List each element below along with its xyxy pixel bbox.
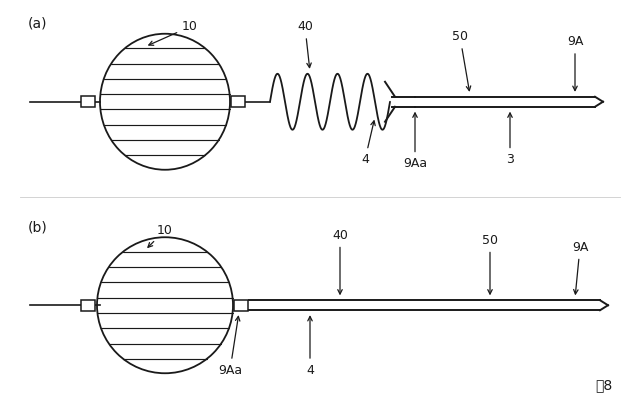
Text: 3: 3: [506, 113, 514, 166]
Text: 9A: 9A: [572, 241, 588, 294]
Bar: [81, 300, 95, 311]
Bar: [231, 96, 245, 107]
Text: 40: 40: [297, 20, 313, 68]
Text: (a): (a): [28, 17, 47, 31]
Text: 4: 4: [306, 316, 314, 377]
Text: 40: 40: [332, 229, 348, 294]
Text: 10: 10: [149, 20, 198, 45]
Bar: [81, 96, 95, 107]
Text: (b): (b): [28, 220, 48, 234]
Bar: [234, 300, 248, 311]
Text: 50: 50: [482, 234, 498, 294]
Text: 囤8: 囤8: [595, 378, 612, 392]
Text: 9Aa: 9Aa: [403, 113, 427, 170]
Text: 50: 50: [452, 30, 471, 91]
Text: 9A: 9A: [567, 35, 583, 91]
Text: 4: 4: [361, 121, 375, 166]
Text: 9Aa: 9Aa: [218, 316, 242, 377]
Text: 10: 10: [148, 224, 173, 247]
